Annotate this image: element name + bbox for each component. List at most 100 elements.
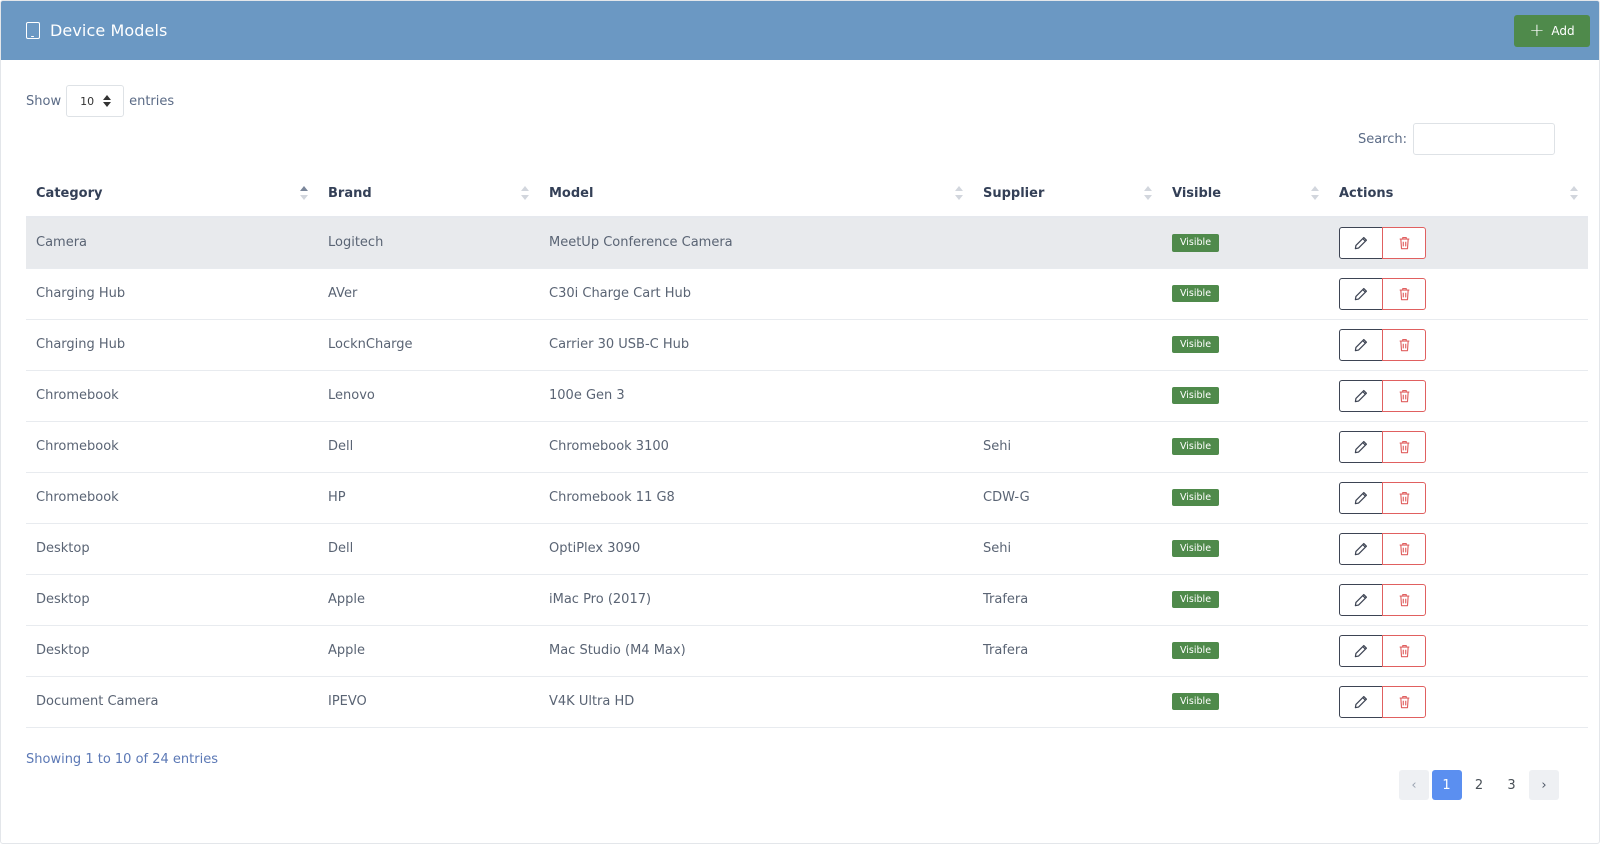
table-row: Camera Logitech MeetUp Conference Camera Vi… [26, 217, 1588, 269]
trash-icon [1398, 644, 1411, 658]
column-header-label: Supplier [983, 186, 1045, 201]
row-actions [1339, 685, 1588, 718]
table-header-row: Category Brand Model Supplier Visible Ac… [26, 171, 1588, 218]
delete-button[interactable] [1382, 685, 1426, 718]
trash-icon [1398, 287, 1411, 301]
edit-button[interactable] [1339, 532, 1383, 565]
trash-icon [1398, 695, 1411, 709]
edit-button[interactable] [1339, 685, 1383, 718]
sort-icon [521, 186, 529, 200]
cell-visible: Visible [1162, 523, 1329, 575]
delete-button[interactable] [1382, 583, 1426, 616]
column-header-category[interactable]: Category [26, 171, 318, 218]
edit-button[interactable] [1339, 481, 1383, 514]
pencil-icon [1354, 491, 1368, 505]
trash-icon [1398, 236, 1411, 250]
row-actions [1339, 532, 1588, 565]
table-body: Camera Logitech MeetUp Conference Camera Vi… [26, 217, 1588, 728]
cell-visible: Visible [1162, 574, 1329, 626]
delete-button[interactable] [1382, 634, 1426, 667]
cell-supplier: CDW-G [973, 472, 1162, 524]
cell-brand: Apple [318, 574, 539, 626]
column-header-actions[interactable]: Actions [1329, 171, 1588, 218]
cell-actions [1329, 574, 1588, 626]
pencil-icon [1354, 644, 1368, 658]
delete-button[interactable] [1382, 379, 1426, 412]
search-control: Search: [1358, 123, 1555, 155]
add-button[interactable]: + Add [1514, 15, 1590, 47]
pagination: ‹ 1 2 3 › [1399, 770, 1562, 800]
pencil-icon [1354, 338, 1368, 352]
cell-model: Chromebook 3100 [539, 421, 973, 473]
visible-badge: Visible [1172, 335, 1220, 354]
sort-icon [1570, 186, 1578, 200]
delete-button[interactable] [1382, 226, 1426, 259]
cell-brand: IPEVO [318, 676, 539, 728]
row-actions [1339, 328, 1588, 361]
delete-button[interactable] [1382, 328, 1426, 361]
page-button-1[interactable]: 1 [1431, 770, 1462, 800]
search-label: Search: [1357, 131, 1407, 147]
page-button-3[interactable]: 3 [1507, 777, 1516, 793]
page-button-2[interactable]: 2 [1474, 777, 1484, 793]
cell-actions [1329, 319, 1588, 371]
delete-button[interactable] [1382, 430, 1426, 463]
cell-visible: Visible [1162, 625, 1329, 677]
visible-badge: Visible [1172, 692, 1220, 711]
trash-icon [1398, 440, 1411, 454]
column-header-label: Visible [1172, 186, 1222, 201]
cell-category: Charging Hub [26, 319, 318, 371]
row-actions [1339, 379, 1588, 412]
edit-button[interactable] [1339, 277, 1383, 310]
edit-button[interactable] [1339, 634, 1383, 667]
visible-badge: Visible [1172, 488, 1220, 507]
cell-visible: Visible [1162, 472, 1329, 524]
edit-button[interactable] [1339, 583, 1383, 616]
previous-page-button[interactable]: ‹ [1399, 770, 1429, 800]
delete-button[interactable] [1382, 481, 1426, 514]
edit-button[interactable] [1339, 226, 1383, 259]
cell-visible: Visible [1162, 217, 1329, 269]
cell-model: Chromebook 11 G8 [539, 472, 973, 524]
cell-model: iMac Pro (2017) [539, 574, 973, 626]
cell-actions [1329, 676, 1588, 728]
add-button-label: Add [1551, 24, 1575, 38]
column-header-supplier[interactable]: Supplier [973, 171, 1162, 218]
cell-visible: Visible [1162, 268, 1329, 320]
delete-button[interactable] [1382, 277, 1426, 310]
cell-model: Carrier 30 USB-C Hub [539, 319, 973, 371]
entries-select[interactable]: 10 [66, 85, 125, 117]
cell-model: OptiPlex 3090 [539, 523, 973, 575]
cell-actions [1329, 268, 1588, 320]
cell-supplier: Sehi [973, 421, 1162, 473]
column-header-label: Model [549, 186, 594, 201]
row-actions [1339, 226, 1588, 259]
edit-button[interactable] [1339, 379, 1383, 412]
column-header-brand[interactable]: Brand [318, 171, 539, 218]
chevron-right-icon: › [1541, 777, 1547, 793]
entries-label: entries [129, 93, 175, 109]
column-header-model[interactable]: Model [539, 171, 973, 218]
cell-category: Chromebook [26, 370, 318, 422]
delete-button[interactable] [1382, 532, 1426, 565]
cell-brand: AVer [318, 268, 539, 320]
pencil-icon [1354, 236, 1368, 250]
cell-category: Chromebook [26, 421, 318, 473]
cell-supplier: Trafera [973, 625, 1162, 677]
edit-button[interactable] [1339, 328, 1383, 361]
table-row: Desktop Dell OptiPlex 3090 Sehi Visible [26, 523, 1588, 575]
next-page-button[interactable]: › [1529, 770, 1559, 800]
cell-actions [1329, 421, 1588, 473]
sort-icon [1144, 186, 1152, 200]
cell-category: Desktop [26, 523, 318, 575]
cell-supplier [973, 370, 1162, 422]
column-header-visible[interactable]: Visible [1162, 171, 1329, 218]
cell-actions [1329, 472, 1588, 524]
edit-button[interactable] [1339, 430, 1383, 463]
column-header-label: Actions [1339, 186, 1394, 201]
search-input[interactable] [1413, 123, 1555, 155]
cell-model: MeetUp Conference Camera [539, 217, 973, 269]
cell-brand: HP [318, 472, 539, 524]
cell-supplier [973, 217, 1162, 269]
